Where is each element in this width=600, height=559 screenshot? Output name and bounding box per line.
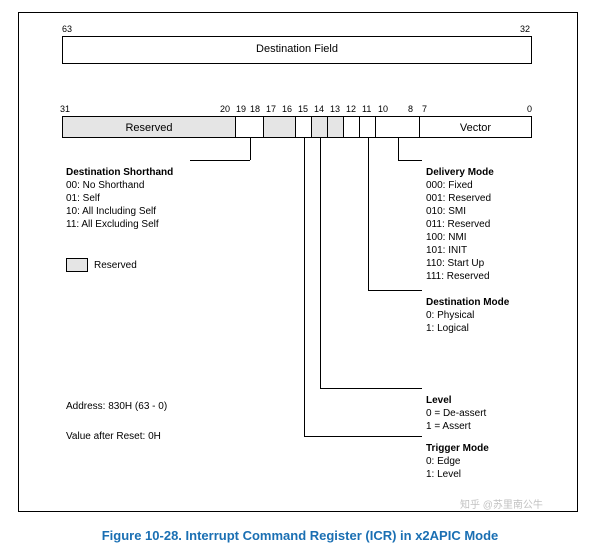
desc-header: Destination Shorthand <box>66 166 173 179</box>
desc-line: 000: Fixed <box>426 179 494 192</box>
desc-line: 10: All Including Self <box>66 205 173 218</box>
legend-reserved-label: Reserved <box>94 259 137 272</box>
bit-8: 8 <box>408 104 413 114</box>
desc-line: 011: Reserved <box>426 218 494 231</box>
icr-seg-9: Vector <box>420 116 532 138</box>
reset-note: Value after Reset: 0H <box>66 430 161 443</box>
destination-field-label: Destination Field <box>63 43 531 55</box>
bit-0: 0 <box>527 104 532 114</box>
desc-line: 0 = De-assert <box>426 407 486 420</box>
callout-h-level <box>320 388 422 389</box>
callout-v-trigger <box>304 138 305 436</box>
bit-15: 15 <box>298 104 308 114</box>
bit-32: 32 <box>520 24 530 34</box>
icr-seg-label-0: Reserved <box>63 122 235 134</box>
desc-header: Level <box>426 394 486 407</box>
desc-level: Level 0 = De-assert 1 = Assert <box>426 394 486 433</box>
destination-field-box: Destination Field <box>62 36 532 64</box>
desc-destination-mode: Destination Mode 0: Physical 1: Logical <box>426 296 509 335</box>
bit-63: 63 <box>62 24 72 34</box>
legend-reserved-swatch <box>66 258 88 272</box>
desc-line: 010: SMI <box>426 205 494 218</box>
callout-h-trigger <box>304 436 422 437</box>
bit-14: 14 <box>314 104 324 114</box>
bit-13: 13 <box>330 104 340 114</box>
icr-seg-7 <box>360 116 376 138</box>
callout-h-shorthand <box>190 160 250 161</box>
bit-18: 18 <box>250 104 260 114</box>
desc-line: 100: NMI <box>426 231 494 244</box>
icr-seg-4 <box>312 116 328 138</box>
desc-line: 101: INIT <box>426 244 494 257</box>
bit-10: 10 <box>378 104 388 114</box>
desc-line: 01: Self <box>66 192 173 205</box>
desc-line: 1 = Assert <box>426 420 486 433</box>
callout-v-destmode <box>368 138 369 290</box>
address-note: Address: 830H (63 - 0) <box>66 400 167 413</box>
icr-seg-1 <box>236 116 264 138</box>
bit-7: 7 <box>422 104 427 114</box>
icr-seg-8 <box>376 116 420 138</box>
callout-h-delivery <box>398 160 422 161</box>
callout-h-destmode <box>368 290 422 291</box>
icr-seg-5 <box>328 116 344 138</box>
bit-20: 20 <box>220 104 230 114</box>
desc-line: 0: Edge <box>426 455 489 468</box>
desc-line: 110: Start Up <box>426 257 494 270</box>
icr-seg-2 <box>264 116 296 138</box>
desc-header: Trigger Mode <box>426 442 489 455</box>
bit-12: 12 <box>346 104 356 114</box>
desc-delivery-mode: Delivery Mode 000: Fixed 001: Reserved 0… <box>426 166 494 283</box>
desc-line: 001: Reserved <box>426 192 494 205</box>
desc-destination-shorthand: Destination Shorthand 00: No Shorthand 0… <box>66 166 173 231</box>
desc-line: 0: Physical <box>426 309 509 322</box>
desc-line: 00: No Shorthand <box>66 179 173 192</box>
bit-16: 16 <box>282 104 292 114</box>
desc-line: 1: Level <box>426 468 489 481</box>
desc-trigger-mode: Trigger Mode 0: Edge 1: Level <box>426 442 489 481</box>
bit-11: 11 <box>362 104 371 114</box>
figure-caption: Figure 10-28. Interrupt Command Register… <box>0 528 600 543</box>
callout-v-delivery <box>398 138 399 160</box>
bit-17: 17 <box>266 104 276 114</box>
callout-v-shorthand <box>250 138 251 160</box>
bit-19: 19 <box>236 104 246 114</box>
desc-line: 111: Reserved <box>426 270 494 283</box>
desc-line: 1: Logical <box>426 322 509 335</box>
icr-seg-6 <box>344 116 360 138</box>
watermark: 知乎 @苏里南公牛 <box>460 496 543 511</box>
icr-seg-0: Reserved <box>62 116 236 138</box>
callout-v-level <box>320 138 321 388</box>
icr-seg-3 <box>296 116 312 138</box>
desc-header: Delivery Mode <box>426 166 494 179</box>
desc-line: 11: All Excluding Self <box>66 218 173 231</box>
bit-31: 31 <box>60 104 70 114</box>
icr-seg-label-9: Vector <box>420 122 531 134</box>
desc-header: Destination Mode <box>426 296 509 309</box>
